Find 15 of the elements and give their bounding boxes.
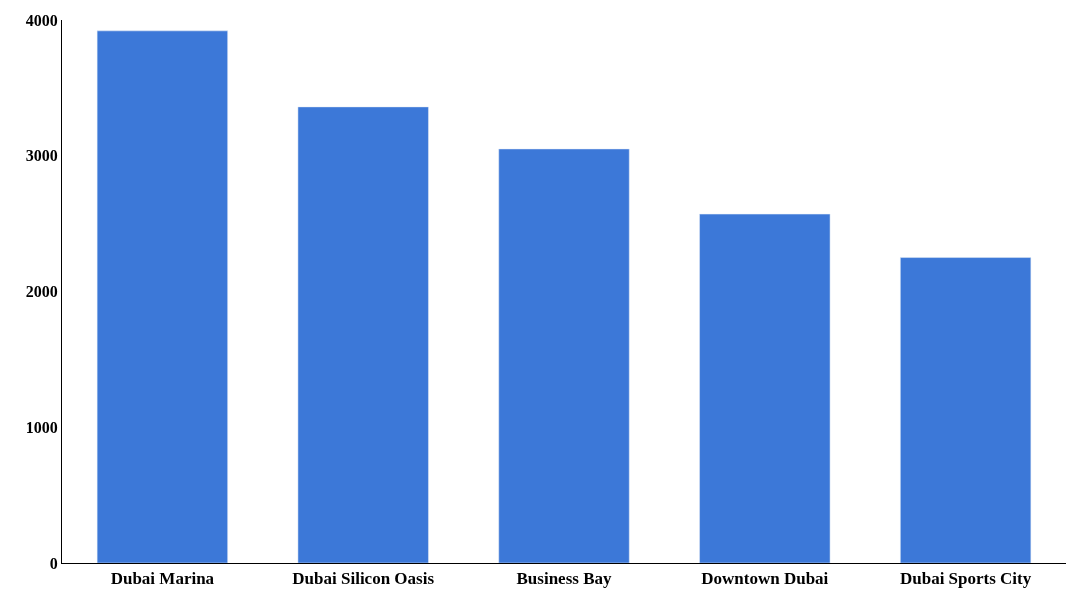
bar — [96, 30, 228, 563]
x-tick-label: Dubai Marina — [110, 569, 215, 589]
y-tick-label: 4000 — [25, 11, 58, 29]
y-tick-label: 0 — [49, 554, 58, 572]
bar — [297, 106, 429, 563]
y-tick-label: 2000 — [25, 283, 58, 301]
y-tick-label: 3000 — [25, 147, 58, 165]
x-tick-label: Downtown Dubai — [701, 569, 829, 589]
bar — [900, 257, 1032, 563]
bar — [498, 148, 630, 563]
x-tick-label: Business Bay — [516, 569, 612, 589]
x-tick-label: Dubai Sports City — [899, 569, 1032, 589]
bar — [699, 213, 831, 563]
y-tick-label: 1000 — [25, 418, 58, 436]
x-tick-label: Dubai Silicon Oasis — [292, 569, 435, 589]
